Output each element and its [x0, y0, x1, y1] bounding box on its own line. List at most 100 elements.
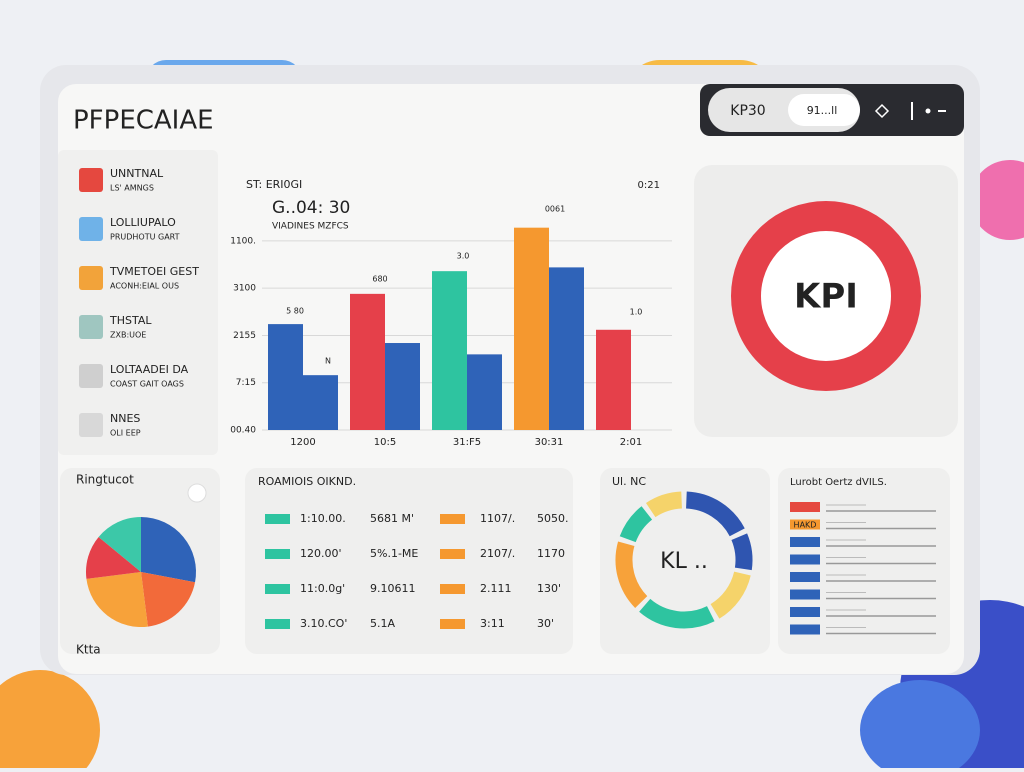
row-swatch: [265, 514, 290, 524]
nav-title: TVMETOEI GEST: [109, 265, 199, 278]
y-axis-text: 7:15: [236, 378, 256, 388]
table-cell: 5050.: [537, 512, 569, 525]
list-swatch: [790, 572, 820, 582]
table-cell: 1107/.: [480, 512, 515, 525]
nav-subtitle: ZXB:UOE: [110, 331, 146, 340]
pie-slice: [86, 536, 141, 579]
table-cell: 2.111: [480, 582, 512, 595]
blob: [860, 680, 980, 772]
nav-icon: [79, 364, 103, 388]
y-axis-text: 1100.: [230, 236, 256, 246]
pie-slice: [141, 517, 196, 583]
list-swatch: [790, 589, 820, 600]
table-cell: 2107/.: [480, 547, 515, 560]
chart-subtitle: G..04: 30: [272, 198, 350, 218]
donut-segment: [710, 571, 751, 619]
list-swatch: [790, 607, 820, 617]
row-swatch: [265, 584, 290, 594]
nav-title: THSTAL: [109, 314, 152, 327]
table-cell: 3.10.CO': [300, 617, 347, 630]
nav-subtitle: COAST GAIT OAGS: [110, 380, 184, 389]
pie-slice: [141, 572, 196, 627]
search-box[interactable]: [788, 94, 860, 126]
kpi-label: KPI: [794, 277, 858, 317]
bar: [596, 329, 631, 430]
donut-segment: [615, 541, 648, 609]
blob: [970, 160, 1024, 240]
row-swatch: [440, 514, 465, 524]
nav-title: LOLLIUPALO: [110, 216, 176, 229]
list-swatch: [790, 502, 820, 512]
list-swatch: [790, 519, 820, 530]
list-swatch: [790, 624, 820, 635]
nav-subtitle: OLI EEP: [110, 429, 141, 438]
donut-segment: [731, 533, 753, 571]
list-swatch: [790, 554, 820, 565]
bar: [432, 271, 467, 430]
donut-label: KL ..: [660, 549, 708, 574]
table-cell: 3:11: [480, 617, 505, 630]
table-cell: 9.10611: [370, 582, 416, 595]
card-title: ROAMIOIS OIKND.: [258, 475, 356, 488]
search-text: 91...ll: [807, 104, 838, 117]
chart-caption: VIADINES MZFCS: [272, 222, 349, 232]
toggle[interactable]: [187, 483, 207, 503]
nav-subtitle: LS' AMNGS: [110, 184, 154, 193]
bar: [303, 375, 338, 430]
blob: [0, 670, 100, 772]
row-swatch: [440, 549, 465, 559]
pill-label: KP30: [730, 103, 765, 119]
row-swatch: [440, 619, 465, 629]
bar: [350, 293, 385, 430]
x-tick-label: 1200: [290, 437, 315, 448]
nav-subtitle: PRUDHOTU GART: [110, 233, 180, 242]
x-tick-label: 30:31: [535, 437, 564, 448]
card-title: Lurobt Oertz dVILS.: [790, 477, 887, 488]
sidebar: [58, 150, 218, 455]
bar-annotation: 0061: [545, 205, 565, 214]
table-card: [245, 468, 573, 654]
y-axis-text: 2155: [233, 331, 256, 341]
list-card: [778, 468, 950, 654]
table-cell: 5.1A: [370, 617, 395, 630]
x-tick-label: 31:F5: [453, 437, 481, 448]
table-cell: 1170: [537, 547, 565, 560]
bar: [268, 324, 303, 430]
kpi-ring: [731, 201, 921, 391]
donut-segment: [619, 506, 653, 543]
list-swatch: [790, 537, 820, 547]
icon-button[interactable]: [925, 108, 931, 114]
bar-annotation: N: [325, 357, 331, 366]
nav-title: UNNTNAL: [110, 167, 164, 180]
chart-title: ST: ERI0GI: [246, 178, 302, 191]
pie-slice: [86, 572, 148, 627]
row-swatch: [440, 584, 465, 594]
y-axis-text: 00.40: [230, 426, 256, 436]
list-tag: HAKD: [794, 521, 817, 530]
nav-icon: [79, 315, 103, 339]
nav-icon: [79, 266, 103, 290]
card-title: Ringtucot: [76, 473, 134, 487]
chart-corner: 0:21: [638, 180, 660, 191]
bar: [549, 267, 584, 430]
bar-annotation: 5 80: [286, 307, 304, 316]
x-tick-label: 10:5: [374, 437, 396, 448]
nav-icon: [79, 168, 103, 192]
row-swatch: [265, 549, 290, 559]
donut-segment: [645, 491, 683, 518]
bar-annotation: 3.0: [457, 252, 470, 261]
table-cell: 120.00': [300, 547, 342, 560]
pie-slice: [98, 517, 141, 572]
y-axis-text: 3100: [233, 284, 256, 294]
bar: [467, 354, 502, 430]
x-tick-label: 2:01: [620, 437, 642, 448]
card-title: Ul. NC: [612, 475, 646, 488]
icon-button[interactable]: [874, 103, 890, 119]
bar-annotation: 1.0: [630, 308, 643, 317]
bar-annotation: 680: [372, 275, 387, 284]
table-cell: 1:10.00.: [300, 512, 346, 525]
donut-segment: [685, 491, 745, 537]
bar: [514, 227, 549, 430]
table-cell: 30': [537, 617, 554, 630]
